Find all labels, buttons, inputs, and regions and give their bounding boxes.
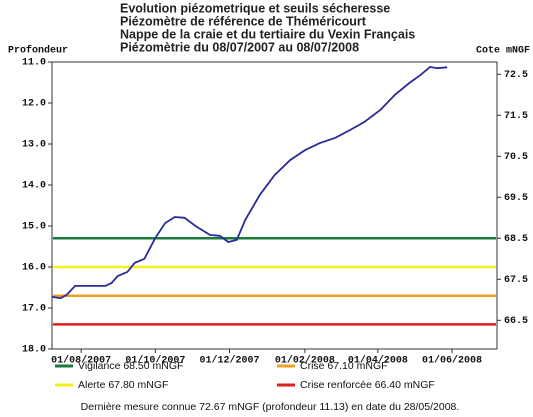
- y-axis-label: Profondeur: [8, 45, 68, 57]
- legend-label: Alerte 67.80 mNGF: [78, 379, 168, 391]
- y-tick-label: 15.0: [22, 222, 46, 233]
- x-tick-label: 01/08/2007: [51, 355, 111, 367]
- legend-label: Crise 67.10 mNGF: [300, 360, 388, 372]
- chart-title: Nappe de la craie et du tertiaire du Vex…: [120, 27, 415, 41]
- chart-title: Piézomètrie du 08/07/2007 au 08/07/2008: [120, 40, 359, 54]
- y-tick-label: 16.0: [22, 263, 46, 274]
- y2-axis-label: Cote mNGF: [476, 46, 530, 57]
- legend-label: Crise renforcée 66.40 mNGF: [300, 379, 435, 391]
- x-tick-label: 01/10/2007: [125, 355, 185, 367]
- y2-tick-label: 66.5: [504, 316, 528, 327]
- y-tick-label: 11.0: [22, 58, 46, 69]
- y-tick-label: 14.0: [22, 181, 46, 192]
- y-tick-label: 17.0: [22, 304, 46, 315]
- footnote: Dernière mesure connue 72.67 mNGF (profo…: [81, 401, 460, 413]
- y-tick-label: 12.0: [22, 99, 46, 110]
- y-tick-label: 18.0: [22, 345, 46, 356]
- y2-tick-label: 71.5: [504, 111, 528, 122]
- y2-tick-label: 68.5: [504, 234, 528, 245]
- x-tick-label: 01/02/2008: [275, 355, 335, 367]
- y2-tick-label: 72.5: [504, 70, 528, 81]
- y2-tick-label: 67.5: [504, 275, 528, 286]
- y-tick-label: 13.0: [22, 140, 46, 151]
- data-line: [51, 65, 448, 300]
- y2-tick-label: 70.5: [504, 152, 528, 163]
- y2-tick-label: 69.5: [504, 193, 528, 204]
- x-tick-label: 01/04/2008: [348, 355, 408, 367]
- x-tick-label: 01/12/2007: [200, 355, 260, 367]
- chart-title: Piézomètre de référence de Théméricourt: [120, 14, 367, 28]
- chart-title: Evolution piézometrique et seuils sécher…: [120, 1, 390, 15]
- x-tick-label: 01/06/2008: [422, 355, 482, 367]
- legend-label: Vigilance 68.50 mNGF: [78, 360, 183, 372]
- plot-frame: [51, 61, 498, 350]
